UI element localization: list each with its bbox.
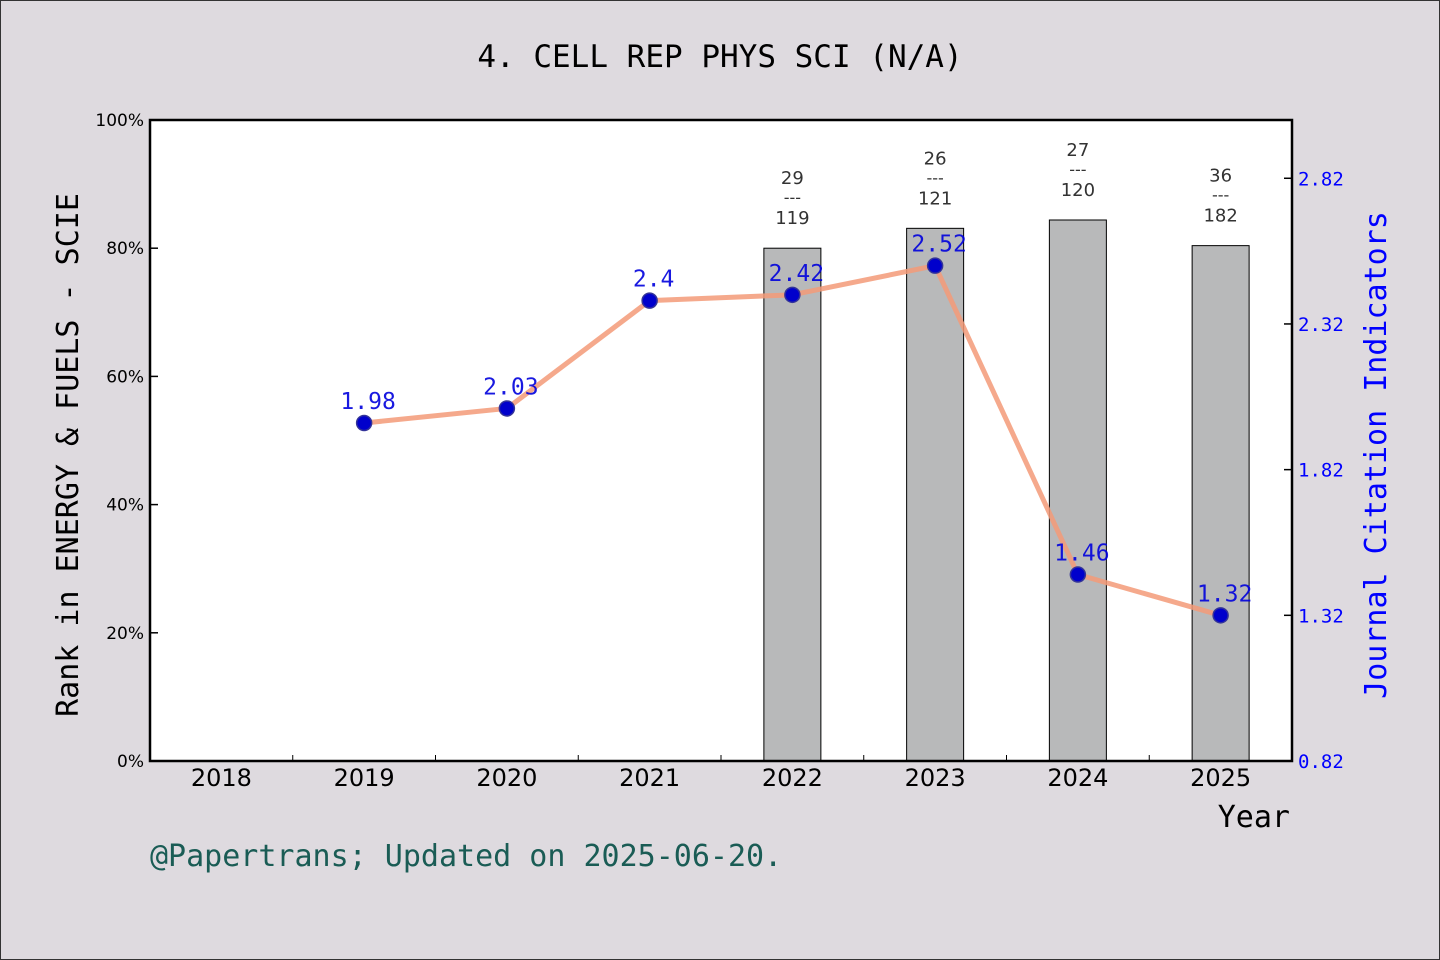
jci-data-label: 2.42 — [769, 261, 824, 287]
right-axis-tick-label: 2.32 — [1298, 314, 1344, 336]
left-axis-tick-label: 80% — [106, 239, 144, 259]
jci-data-label: 1.98 — [340, 389, 395, 415]
chart-title: 4. CELL REP PHYS SCI (N/A) — [477, 39, 962, 75]
jci-data-label: 2.4 — [633, 267, 675, 293]
jci-marker — [1069, 566, 1087, 583]
left-axis-tick-label: 0% — [117, 752, 144, 772]
bar-total-label: 119 — [775, 208, 809, 229]
bar — [763, 247, 822, 762]
jci-marker — [498, 400, 516, 417]
footer-credit: @Papertrans; Updated on 2025-06-20. — [150, 839, 782, 874]
x-axis-tick-label: 2021 — [619, 764, 680, 792]
x-axis-tick-label: 2019 — [334, 764, 395, 792]
right-axis-tick-label: 1.32 — [1298, 605, 1344, 627]
left-axis-title: Rank in ENERGY & FUELS - SCIE — [51, 193, 86, 717]
jci-data-label: 2.52 — [911, 232, 966, 258]
x-axis-tick-label: 2025 — [1190, 764, 1251, 792]
x-axis-tick-label: 2022 — [762, 764, 823, 792]
bar-total-label: 182 — [1203, 206, 1237, 227]
jci-data-label: 2.03 — [483, 374, 538, 400]
right-axis-tick-label: 1.82 — [1298, 460, 1344, 482]
left-axis-tick-label: 20% — [106, 624, 144, 644]
plot-area — [150, 120, 1292, 761]
right-axis-tick-label: 0.82 — [1298, 751, 1344, 773]
left-axis-tick-label: 60% — [106, 367, 144, 387]
jci-marker — [641, 292, 658, 309]
bar-rank-label: 36 — [1209, 166, 1232, 187]
bar — [906, 227, 965, 762]
x-axis-tick-label: 2018 — [191, 764, 252, 792]
bar-separator: --- — [1069, 160, 1086, 179]
jci-marker — [1212, 607, 1229, 624]
bar-total-label: 121 — [918, 188, 952, 209]
right-axis-tick-label: 2.82 — [1298, 168, 1344, 190]
jci-marker — [355, 414, 373, 432]
x-axis-tick-label: 2020 — [476, 764, 537, 792]
left-axis-tick-label: 100% — [95, 111, 144, 131]
left-axis-tick-label: 40% — [106, 496, 144, 516]
bar-rank-label: 26 — [924, 148, 947, 169]
bar — [1191, 245, 1250, 762]
right-axis-title: Journal Citation Indicators — [1359, 211, 1394, 699]
bar-rank-label: 29 — [781, 168, 804, 189]
jci-marker — [784, 286, 801, 304]
bar-separator: --- — [784, 188, 801, 207]
jci-data-label: 1.32 — [1197, 581, 1252, 607]
jci-data-label: 1.46 — [1054, 541, 1109, 567]
x-axis-tick-label: 2023 — [905, 764, 966, 792]
bar-separator: --- — [926, 168, 943, 187]
jci-marker — [926, 257, 944, 274]
x-axis-title: Year — [1218, 800, 1290, 835]
bar-total-label: 120 — [1061, 180, 1095, 201]
bar-separator: --- — [1212, 186, 1229, 205]
x-axis-tick-label: 2024 — [1047, 764, 1108, 792]
bar-rank-label: 27 — [1066, 140, 1089, 161]
bar — [1048, 219, 1107, 762]
